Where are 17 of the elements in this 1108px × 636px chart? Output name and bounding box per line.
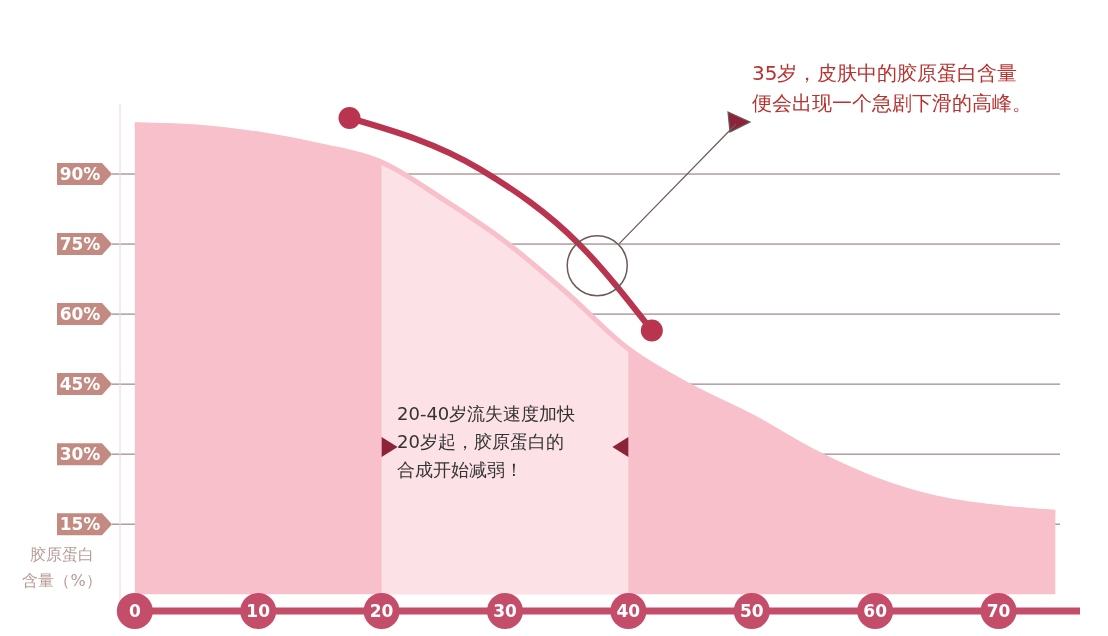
y-tick-label: 45%: [59, 374, 101, 395]
x-tick-label: 10: [246, 601, 271, 621]
annotation: 35岁，皮肤中的胶原蛋白含量便会出现一个急剧下滑的高峰。: [752, 61, 1032, 115]
y-tick-label: 15%: [59, 514, 101, 535]
y-axis-title: 胶原蛋白含量（%）: [22, 545, 102, 590]
x-tick-label: 30: [493, 601, 517, 621]
x-tick-label: 70: [986, 601, 1011, 621]
annotation: 20-40岁流失速度加快20岁起，胶原蛋白的合成开始减弱！: [397, 403, 576, 480]
x-tick-label: 60: [863, 601, 888, 621]
y-tick-label: 60%: [59, 304, 101, 325]
x-tick-label: 20: [369, 601, 394, 621]
x-tick-label: 50: [739, 601, 764, 621]
y-tick-label: 90%: [59, 164, 101, 185]
y-tick-label: 30%: [59, 444, 101, 465]
y-tick-label: 75%: [59, 234, 101, 255]
x-tick-label: 40: [616, 601, 641, 621]
x-tick-label: 0: [128, 601, 141, 621]
